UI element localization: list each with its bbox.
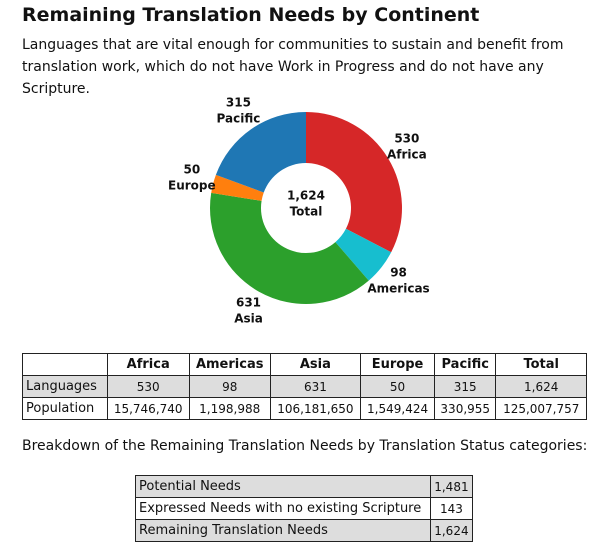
row-header: Potential Needs — [135, 475, 431, 498]
subtitle: Languages that are vital enough for comm… — [22, 37, 564, 97]
table-row: Expressed Needs with no existing Scriptu… — [135, 497, 474, 520]
table-cell: 106,181,650 — [269, 397, 362, 420]
table-cell: 1,198,988 — [188, 397, 271, 420]
segment-category-label: Americas — [367, 282, 429, 296]
table-cell: 315 — [434, 375, 497, 398]
segment-category-label: Africa — [387, 147, 427, 161]
header-cell: Total — [495, 353, 587, 376]
header-row: Africa Americas Asia Europe Pacific Total — [22, 353, 587, 376]
table-cell: 1,624 — [495, 375, 587, 398]
segment-category-label: Europe — [168, 179, 216, 193]
donut-segment — [215, 111, 306, 193]
table-row: Potential Needs 1,481 — [135, 475, 474, 498]
table-cell: 631 — [269, 375, 362, 398]
segment-value-label: 315 — [226, 96, 251, 110]
table-cell: 98 — [188, 375, 271, 398]
breakdown-intro: Breakdown of the Remaining Translation N… — [22, 438, 588, 454]
table-cell: 50 — [360, 375, 436, 398]
table-cell: 1,549,424 — [360, 397, 436, 420]
row-header: Population — [22, 397, 108, 420]
table-cell: 1,624 — [429, 519, 474, 542]
header-cell: Asia — [269, 353, 362, 376]
table-cell: 15,746,740 — [106, 397, 190, 420]
header-cell: Pacific — [434, 353, 497, 376]
table-row: Remaining Translation Needs 1,624 — [135, 519, 474, 542]
table-row: Languages 530 98 631 50 315 1,624 — [22, 375, 587, 398]
title: Remaining Translation Needs by Continent — [22, 4, 480, 26]
table-cell: 530 — [106, 375, 190, 398]
header-cell: Africa — [106, 353, 190, 376]
table-cell: 330,955 — [434, 397, 497, 420]
segment-category-label: Pacific — [217, 112, 261, 126]
status-table: Potential Needs 1,481 Expressed Needs with… — [135, 475, 474, 542]
segment-category-label: Asia — [234, 312, 263, 326]
donut-segment — [335, 228, 392, 281]
segment-value-label: 98 — [390, 266, 407, 280]
row-header: Remaining Translation Needs — [135, 519, 431, 542]
donut-segment — [306, 112, 403, 253]
header-cell: Europe — [360, 353, 436, 376]
donut-segment — [211, 174, 264, 201]
row-header: Languages — [22, 375, 108, 398]
table-cell: 125,007,757 — [495, 397, 587, 420]
donut-chart: 1,624 Total 530 Africa 98 Americas 631 Asia 50… — [168, 96, 430, 326]
segment-value-label: 631 — [236, 296, 261, 310]
header-cell: Americas — [188, 353, 271, 376]
table-cell: 143 — [429, 497, 474, 520]
row-header: Expressed Needs with no existing Scriptu… — [135, 497, 431, 520]
segment-value-label: 50 — [183, 163, 200, 177]
center-title: Total — [290, 205, 323, 219]
continent-table: Africa Americas Asia Europe Pacific Total Lang… — [22, 353, 587, 420]
header-cell — [22, 353, 108, 376]
table-cell: 1,481 — [429, 475, 474, 498]
donut-segment — [210, 192, 369, 304]
table-row: Population 15,746,740 1,198,988 106,181,650… — [22, 397, 587, 420]
center-value: 1,624 — [287, 189, 325, 203]
segment-value-label: 530 — [394, 131, 419, 145]
